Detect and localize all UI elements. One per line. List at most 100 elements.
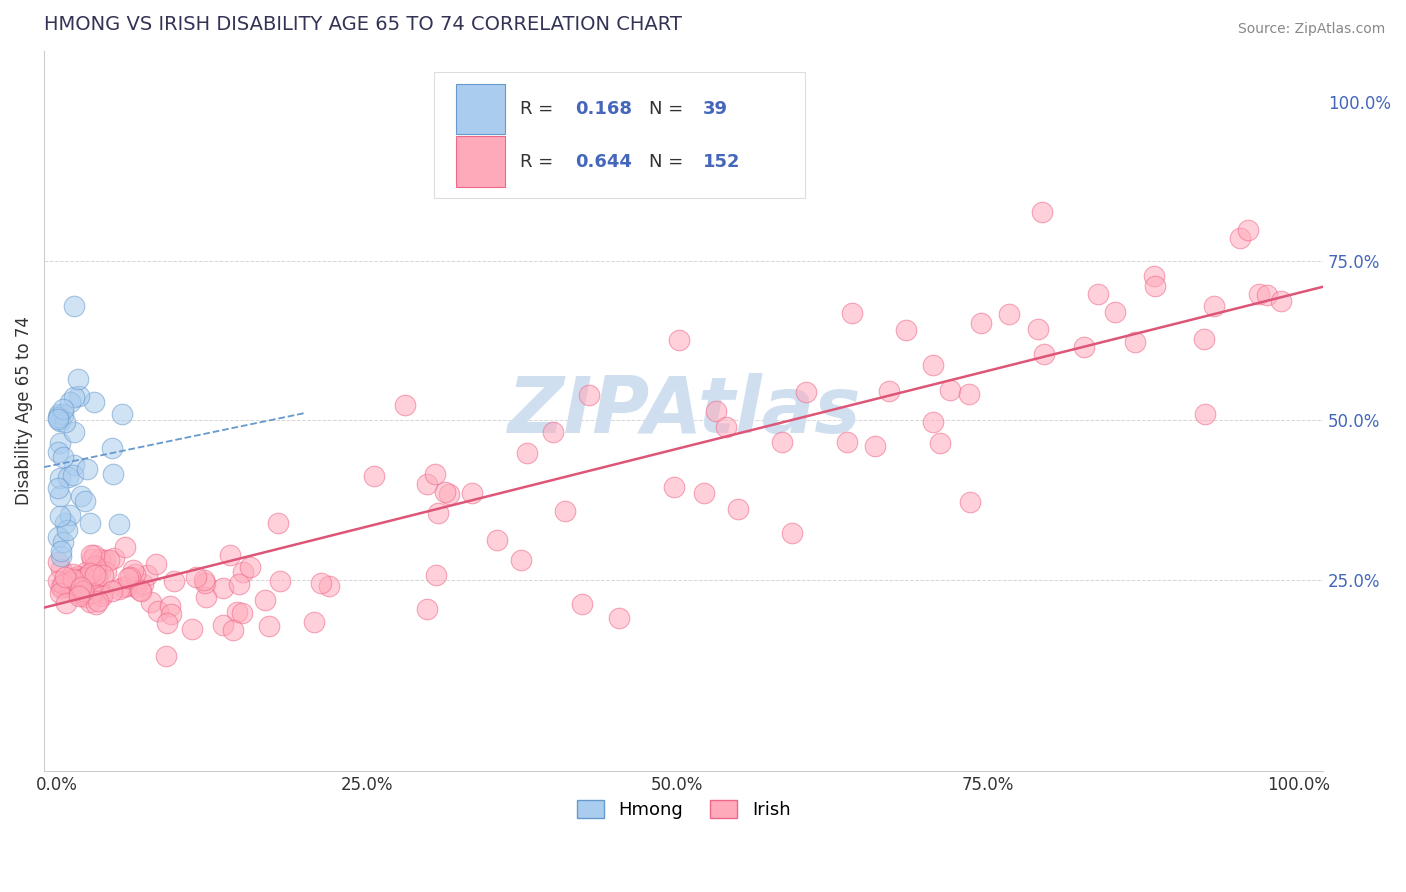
Point [51, 581, 73, 595]
Point [129, 582, 152, 597]
Point [66, 569, 89, 583]
Point [211, 581, 233, 595]
Point [1073, 340, 1095, 354]
Point [156, 615, 179, 630]
Point [841, 305, 863, 319]
Point [541, 425, 564, 439]
Point [49, 509, 72, 524]
Point [714, 420, 737, 434]
Text: R =: R = [520, 100, 560, 119]
Point [239, 560, 262, 574]
Point [69, 389, 91, 403]
Text: N =: N = [650, 153, 689, 170]
Point [46, 482, 69, 496]
Point [267, 516, 290, 530]
Text: 152: 152 [703, 153, 741, 170]
Point [1123, 334, 1146, 349]
Point [1031, 204, 1053, 219]
Point [46, 410, 69, 425]
Point [49, 544, 72, 558]
Point [69, 584, 91, 599]
Point [509, 552, 531, 566]
Point [662, 480, 685, 494]
Point [194, 576, 217, 591]
Point [1026, 322, 1049, 336]
Point [1144, 279, 1167, 293]
Point [84, 562, 107, 576]
Point [62, 299, 84, 313]
Point [49, 585, 72, 599]
Text: 39: 39 [703, 100, 728, 119]
Point [437, 486, 460, 500]
Text: HMONG VS IRISH DISABILITY AGE 65 TO 74 CORRELATION CHART: HMONG VS IRISH DISABILITY AGE 65 TO 74 C… [44, 15, 682, 34]
Point [108, 517, 131, 532]
Point [727, 502, 749, 516]
Point [1270, 294, 1292, 309]
Point [62, 458, 84, 473]
Point [48, 435, 70, 450]
Point [225, 605, 247, 619]
Point [86, 570, 108, 584]
Point [65, 574, 87, 588]
Point [571, 597, 593, 611]
Point [79, 595, 101, 609]
Point [427, 506, 450, 520]
Point [124, 566, 146, 581]
Point [921, 415, 943, 429]
FancyBboxPatch shape [456, 136, 505, 186]
Point [706, 404, 728, 418]
Point [363, 469, 385, 483]
Point [70, 489, 93, 503]
FancyBboxPatch shape [456, 84, 505, 135]
Point [160, 607, 183, 621]
Point [59, 508, 82, 523]
Point [98, 553, 121, 567]
Text: R =: R = [520, 153, 560, 170]
Point [48, 412, 70, 426]
Point [117, 571, 139, 585]
FancyBboxPatch shape [434, 72, 806, 198]
Point [91, 568, 114, 582]
Point [770, 435, 793, 450]
Point [60, 579, 83, 593]
Point [75, 590, 97, 604]
Point [1194, 332, 1216, 346]
Point [997, 307, 1019, 321]
Point [219, 548, 242, 562]
Point [155, 648, 177, 663]
Point [69, 582, 91, 596]
Point [959, 494, 981, 508]
Point [52, 407, 75, 421]
Point [139, 594, 162, 608]
Point [62, 567, 84, 582]
Point [115, 579, 138, 593]
Point [865, 439, 887, 453]
Point [101, 441, 124, 455]
Point [84, 597, 107, 611]
Point [780, 525, 803, 540]
Point [76, 462, 98, 476]
Point [59, 395, 82, 409]
Point [56, 523, 79, 537]
Point [48, 471, 70, 485]
Point [181, 623, 204, 637]
Point [318, 579, 340, 593]
Legend: Hmong, Irish: Hmong, Irish [569, 793, 797, 827]
Point [87, 593, 110, 607]
Point [136, 568, 159, 582]
Point [94, 565, 117, 579]
Point [56, 470, 79, 484]
Point [122, 563, 145, 577]
Point [554, 503, 576, 517]
Point [79, 516, 101, 530]
Point [159, 599, 181, 613]
Point [125, 580, 148, 594]
Point [928, 435, 950, 450]
Point [1236, 223, 1258, 237]
Point [461, 486, 484, 500]
Point [49, 561, 72, 575]
Point [52, 450, 75, 465]
Point [103, 551, 125, 566]
Point [75, 566, 97, 580]
Point [72, 583, 94, 598]
